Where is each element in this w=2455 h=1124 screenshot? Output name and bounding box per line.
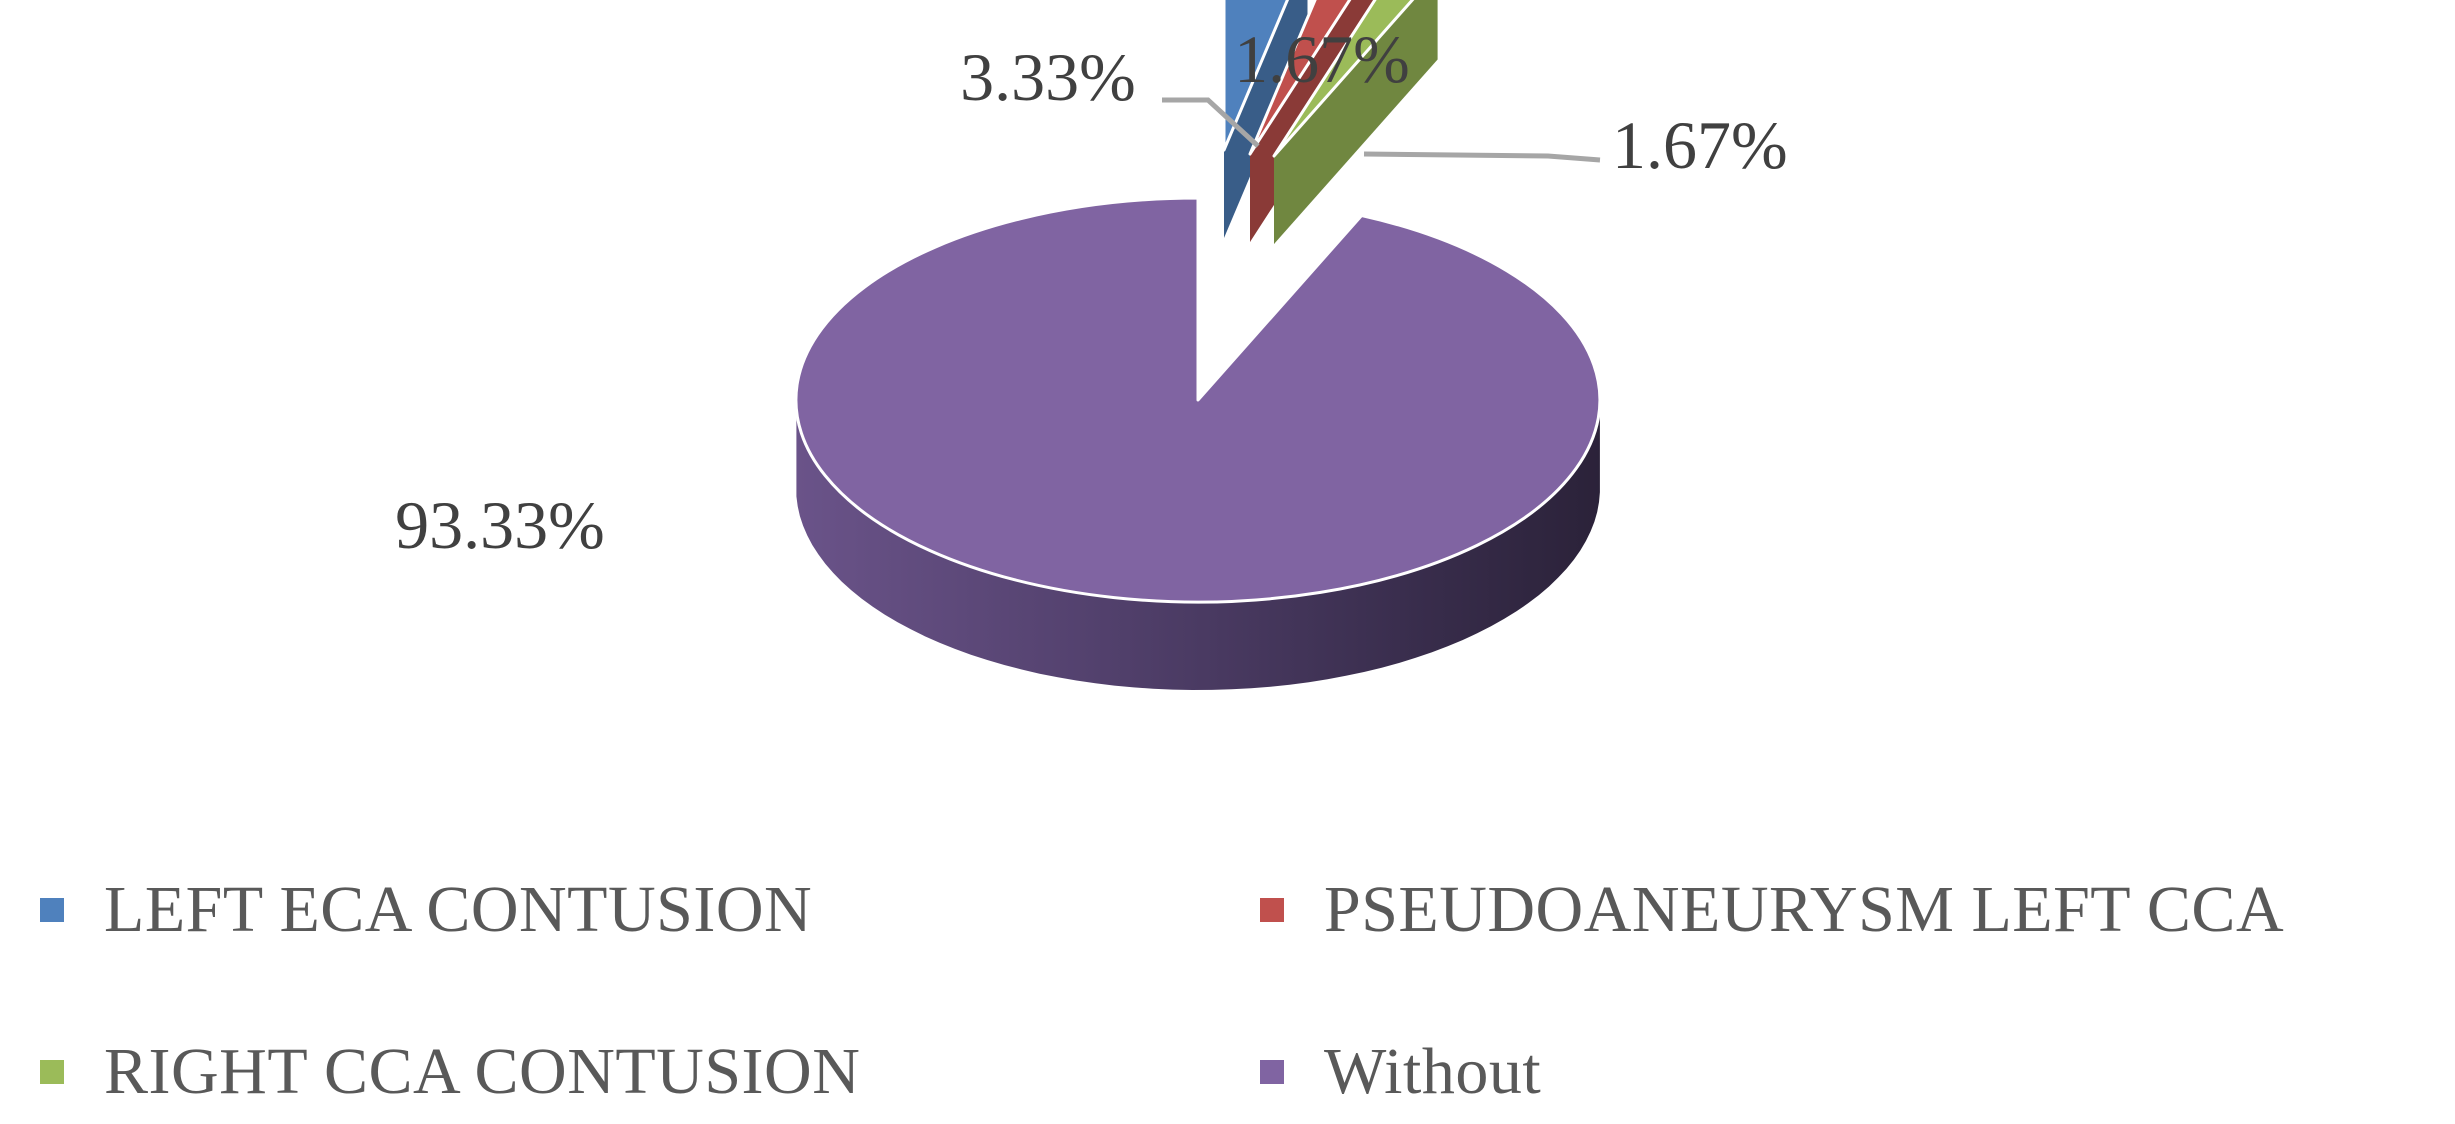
pie-cut-wall (1274, 0, 1438, 244)
pie-side-wall (796, 404, 1600, 690)
label-layer: 3.33% 1.67% 1.67% 93.33% (395, 21, 1787, 563)
data-label: 93.33% (395, 487, 605, 563)
data-label: 3.33% (960, 39, 1136, 115)
data-label: 1.67% (1612, 107, 1788, 183)
pie-slice-right-cca-contusion (1272, 0, 1415, 158)
pie-top-layer (794, 0, 1602, 604)
leader-line (1162, 97, 1260, 148)
pie-slice-left-eca-contusion (1222, 0, 1290, 152)
leader-layer (1162, 97, 1601, 163)
leader-line (1363, 151, 1601, 163)
pie-slice-without (794, 196, 1602, 604)
pie-slice-pseudoaneurysm-left-cca (1248, 0, 1352, 156)
data-label: 1.67% (1234, 21, 1410, 97)
